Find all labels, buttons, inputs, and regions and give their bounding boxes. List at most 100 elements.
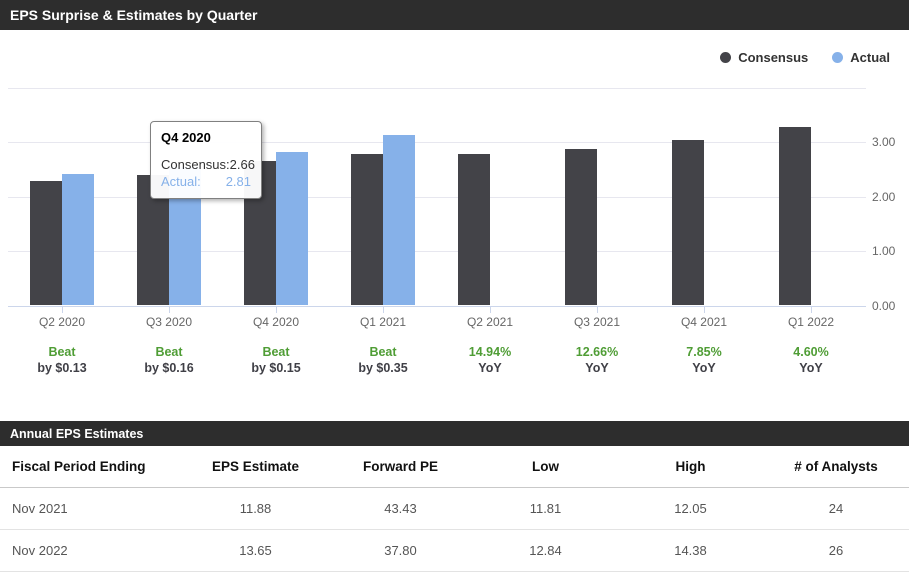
legend-item-consensus[interactable]: Consensus xyxy=(720,50,808,65)
x-axis-tick xyxy=(811,307,812,313)
table-cell: 37.80 xyxy=(384,543,417,558)
actual-dot-icon xyxy=(832,52,844,63)
x-axis-label: Q3 2021 xyxy=(573,315,621,329)
table-cell: 14.38 xyxy=(674,543,707,558)
chart-panel-title: EPS Surprise & Estimates by Quarter xyxy=(10,7,258,23)
x-axis-line xyxy=(8,306,866,307)
annotation-line2: YoY xyxy=(799,361,823,375)
bar-consensus-q2-2021[interactable] xyxy=(458,153,490,306)
table-body: Nov 2021 11.88 43.43 11.81 12.05 24 Nov 2022 13… xyxy=(0,488,909,572)
annotation-line2: YoY xyxy=(692,361,716,375)
table-cell: 24 xyxy=(828,501,844,516)
table-cell: 11.88 xyxy=(239,501,272,516)
legend-label-actual: Actual xyxy=(850,50,890,65)
gridline-3 xyxy=(8,142,866,143)
annotation-line2: by $0.16 xyxy=(144,361,194,375)
chart-tooltip: Q4 2020 Consensus: 2.66 Actual: 2.81 xyxy=(150,121,262,199)
table-cell: 26 xyxy=(828,543,844,558)
table-cell: 12.84 xyxy=(529,543,562,558)
table-header-row: Fiscal Period Ending EPS Estimate Forward … xyxy=(0,446,909,488)
y-axis-label: 2.00 xyxy=(872,189,896,204)
bar-actual-q2-2020[interactable] xyxy=(62,173,94,306)
annotation-line1: 14.94% xyxy=(468,345,512,359)
bar-consensus-q4-2021[interactable] xyxy=(672,140,704,306)
table-row: Nov 2022 13.65 37.80 12.84 14.38 26 xyxy=(0,530,909,572)
column-header: High xyxy=(675,459,706,474)
chart-legend: Consensus Actual xyxy=(720,50,890,65)
annotation-q3-2020: Beat by $0.16 xyxy=(117,344,221,376)
table-panel-title-bar: Annual EPS Estimates xyxy=(0,421,909,446)
annotation-q4-2020: Beat by $0.15 xyxy=(224,344,328,376)
bar-actual-q4-2020[interactable] xyxy=(276,152,308,306)
column-header: # of Analysts xyxy=(794,459,878,474)
annotation-line2: YoY xyxy=(585,361,609,375)
x-axis-tick xyxy=(490,307,491,313)
annotation-line2: by $0.15 xyxy=(251,361,301,375)
annotation-line2: by $0.13 xyxy=(37,361,87,375)
annual-eps-table: Fiscal Period Ending EPS Estimate Forward … xyxy=(0,446,909,572)
y-axis-label: 3.00 xyxy=(872,135,896,149)
gridline-4 xyxy=(8,87,866,89)
annotation-q2-2020: Beat by $0.13 xyxy=(10,344,114,376)
x-axis-tick xyxy=(704,307,705,313)
table-cell: 43.43 xyxy=(384,501,417,516)
annotation-q3-2021: 12.66% YoY xyxy=(545,344,649,376)
annotation-line2: YoY xyxy=(478,361,502,375)
table-row: Nov 2021 11.88 43.43 11.81 12.05 24 xyxy=(0,488,909,530)
x-axis-label: Q1 2021 xyxy=(359,315,407,329)
column-header: Forward PE xyxy=(362,459,438,474)
annotation-q2-2021: 14.94% YoY xyxy=(438,344,542,376)
bar-consensus-q3-2021[interactable] xyxy=(565,149,597,306)
gridline-2 xyxy=(8,196,866,198)
table-cell: 13.65 xyxy=(239,543,272,558)
x-axis-label: Q3 2020 xyxy=(145,315,193,329)
x-axis-label: Q2 2020 xyxy=(38,315,86,329)
tooltip-row-actual: Actual: 2.81 xyxy=(161,173,251,190)
annotation-q1-2022: 4.60% YoY xyxy=(759,344,863,376)
bar-consensus-q1-2021[interactable] xyxy=(351,153,383,306)
tooltip-title: Q4 2020 xyxy=(161,130,211,145)
tooltip-consensus-value: 2.66 xyxy=(229,157,255,172)
column-header: EPS Estimate xyxy=(211,459,300,474)
chart-panel-title-bar: EPS Surprise & Estimates by Quarter xyxy=(0,0,909,30)
gridline-1 xyxy=(8,251,866,252)
x-axis-tick xyxy=(383,307,384,313)
tooltip-actual-label: Actual: xyxy=(161,174,201,189)
annotation-q4-2021: 7.85% YoY xyxy=(652,344,756,376)
y-axis-label: 0.00 xyxy=(872,298,896,313)
table-panel-title: Annual EPS Estimates xyxy=(10,426,144,441)
x-axis-tick xyxy=(276,307,277,313)
tooltip-actual-value: 2.81 xyxy=(225,174,251,189)
legend-label-consensus: Consensus xyxy=(738,50,809,65)
table-cell: 12.05 xyxy=(674,501,707,516)
x-axis-tick xyxy=(62,307,63,313)
x-axis-label: Q4 2020 xyxy=(252,315,300,329)
table-cell: Nov 2021 xyxy=(12,501,68,516)
x-axis-label: Q4 2021 xyxy=(680,315,728,329)
annotation-line1: Beat xyxy=(262,345,290,359)
annotation-line2: by $0.35 xyxy=(358,361,408,375)
annotation-line1: Beat xyxy=(155,345,183,359)
column-header: Fiscal Period Ending xyxy=(12,459,146,474)
bar-consensus-q1-2022[interactable] xyxy=(779,127,811,306)
legend-item-actual[interactable]: Actual xyxy=(832,50,890,65)
eps-chart: Consensus Actual 0.00 1.00 2.00 3.00 Q2 2020… xyxy=(0,30,909,421)
annotation-line1: Beat xyxy=(369,345,397,359)
annotation-line1: Beat xyxy=(48,345,76,359)
consensus-dot-icon xyxy=(720,52,732,63)
annotation-line1: 12.66% xyxy=(575,345,619,359)
annotation-q1-2021: Beat by $0.35 xyxy=(331,344,435,376)
table-cell: Nov 2022 xyxy=(12,543,68,558)
y-axis-label: 1.00 xyxy=(872,244,896,258)
x-axis-tick xyxy=(169,307,170,313)
x-axis-tick xyxy=(597,307,598,313)
tooltip-consensus-label: Consensus: xyxy=(161,157,230,172)
x-axis-label: Q2 2021 xyxy=(466,315,514,329)
bar-consensus-q2-2020[interactable] xyxy=(30,180,62,306)
bar-actual-q1-2021[interactable] xyxy=(383,134,415,306)
annotation-line1: 4.60% xyxy=(793,345,829,359)
x-axis-label: Q1 2022 xyxy=(787,315,835,329)
tooltip-row-consensus: Consensus: 2.66 xyxy=(161,156,255,173)
table-cell: 11.81 xyxy=(529,501,562,516)
